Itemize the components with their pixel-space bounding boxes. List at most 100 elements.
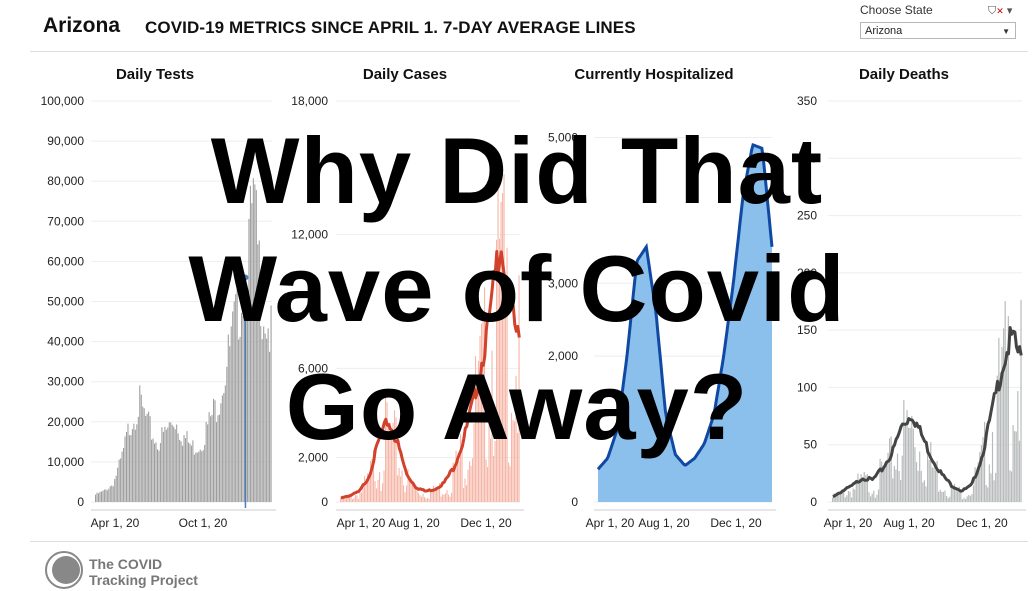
data-bar <box>257 244 259 502</box>
data-bar <box>917 470 919 502</box>
data-bar <box>201 451 203 502</box>
data-bar <box>186 431 188 502</box>
state-select[interactable]: Arizona ▼ <box>860 22 1016 39</box>
data-bar <box>936 461 938 502</box>
data-bar <box>124 436 126 502</box>
data-bar <box>836 492 838 502</box>
data-bar <box>226 366 228 502</box>
data-bar <box>925 486 927 502</box>
data-bar <box>957 491 959 502</box>
data-bar <box>218 414 220 502</box>
y-tick-label: 30,000 <box>47 375 84 389</box>
y-tick-label: 50 <box>804 438 818 452</box>
data-bar <box>214 400 216 502</box>
data-bar <box>412 485 414 502</box>
x-tick-label: Apr 1, 20 <box>91 516 140 530</box>
data-bar <box>915 462 918 502</box>
data-bar <box>460 434 462 502</box>
data-bar <box>866 474 869 502</box>
overlay-line-3: Go Away? <box>285 354 749 459</box>
data-bar <box>189 443 191 502</box>
data-bar <box>149 416 151 502</box>
data-bar <box>950 482 952 502</box>
data-bar <box>1017 391 1019 502</box>
avg-line <box>340 250 521 500</box>
data-bar <box>841 489 843 502</box>
data-bar <box>207 424 209 502</box>
data-bar <box>395 417 397 502</box>
data-bar <box>238 339 240 502</box>
data-bar <box>407 469 409 502</box>
data-bar <box>229 346 231 502</box>
data-bar <box>125 431 128 502</box>
data-bar <box>870 496 872 502</box>
data-bar <box>896 453 899 502</box>
data-bar <box>475 356 477 502</box>
data-bar <box>242 315 244 502</box>
data-bar <box>202 450 204 502</box>
data-bar <box>102 490 104 502</box>
data-bar <box>470 465 472 502</box>
dashboard-subtitle: COVID-19 METRICS SINCE APRIL 1. 7-DAY AV… <box>145 18 636 37</box>
choose-state-label: Choose State <box>860 3 933 17</box>
data-bar <box>971 494 973 502</box>
data-bar <box>1010 471 1013 502</box>
y-tick-label: 80,000 <box>47 174 84 188</box>
y-tick-label: 12,000 <box>291 228 328 242</box>
x-tick-label: Oct 1, 20 <box>179 516 228 530</box>
data-bar <box>233 301 235 502</box>
data-bar <box>947 498 949 502</box>
data-bar <box>401 470 403 502</box>
data-bar <box>176 424 178 502</box>
data-bar <box>364 475 366 502</box>
data-bar <box>488 415 490 502</box>
data-bar <box>131 429 133 502</box>
data-bar <box>928 460 930 502</box>
data-bar <box>436 489 438 502</box>
data-bar <box>143 408 145 502</box>
data-bar <box>490 438 492 502</box>
data-bar <box>941 491 943 502</box>
data-bar <box>158 450 160 502</box>
data-bar <box>499 238 501 502</box>
data-bar <box>887 452 889 502</box>
data-bar <box>140 394 142 502</box>
data-bar <box>109 486 111 502</box>
data-bar <box>431 491 433 502</box>
data-bar <box>136 424 138 502</box>
data-bar <box>215 422 218 502</box>
data-bar <box>383 470 385 502</box>
data-bar <box>235 294 237 502</box>
data-bar <box>977 462 979 502</box>
data-bar <box>508 462 510 502</box>
data-bar <box>133 423 135 502</box>
data-bar <box>99 491 101 502</box>
data-bar <box>988 464 990 502</box>
filter-clear-icon[interactable]: ⛉✕ ▾ <box>988 5 1013 17</box>
data-bar <box>137 416 139 502</box>
data-bar <box>496 239 498 502</box>
data-bar <box>847 490 850 502</box>
data-bar <box>403 485 405 502</box>
data-bar <box>838 492 840 502</box>
y-tick-label: 0 <box>321 495 328 509</box>
data-bar <box>413 487 415 502</box>
x-tick-label: Apr 1, 20 <box>337 516 386 530</box>
data-bar <box>221 395 223 502</box>
data-bar <box>108 488 110 502</box>
data-bar <box>269 351 271 502</box>
data-bar <box>151 439 153 502</box>
data-bar <box>484 287 486 502</box>
data-bar <box>359 492 361 502</box>
data-bar <box>515 375 517 502</box>
data-bar <box>844 497 846 502</box>
chart-title-hospitalized: Currently Hospitalized <box>574 66 734 83</box>
overlay-line-2: Wave of Covid <box>188 236 846 341</box>
data-bar <box>984 421 986 502</box>
data-bar <box>193 454 195 502</box>
data-bar <box>912 428 914 502</box>
data-bar <box>398 467 400 502</box>
data-bar <box>374 481 376 502</box>
overlay-headline: Why Did That Wave of Covid Go Away? <box>0 112 1034 466</box>
data-bar <box>433 485 435 502</box>
